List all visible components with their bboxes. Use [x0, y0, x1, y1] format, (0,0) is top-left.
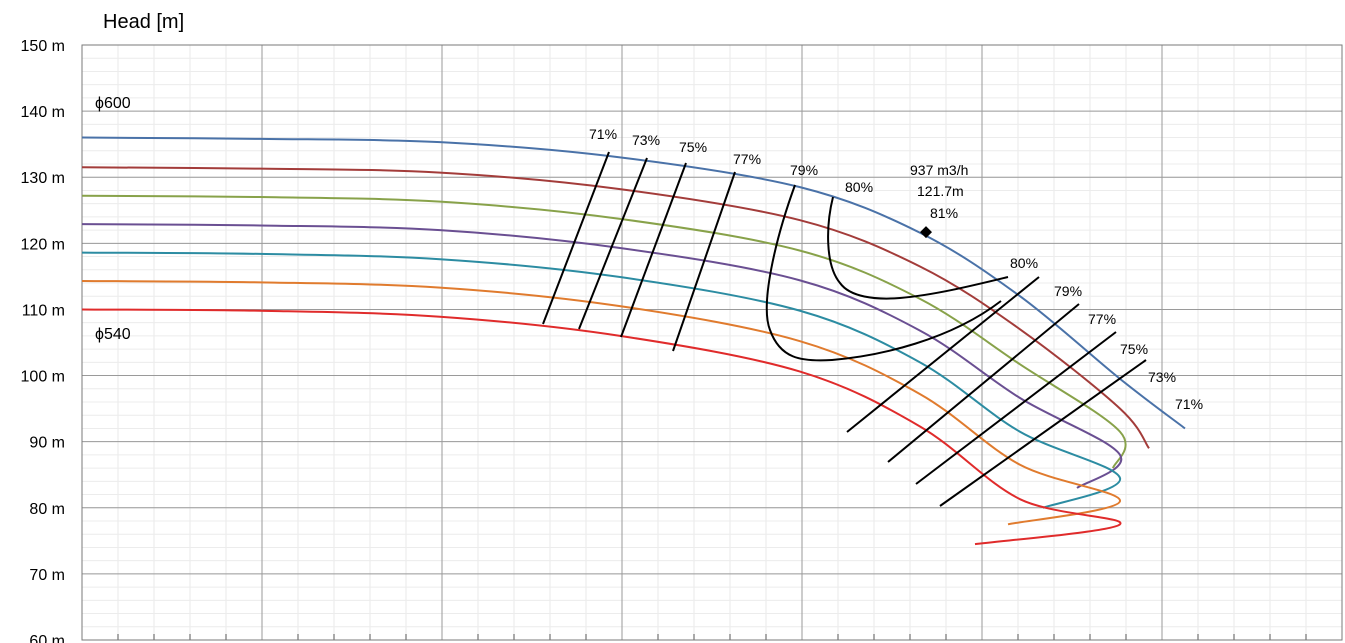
bep-efficiency-label: 81% — [930, 205, 958, 221]
efficiency-label: 79% — [1054, 283, 1082, 299]
efficiency-label: 77% — [733, 151, 761, 167]
efficiency-line — [542, 151, 610, 325]
efficiency-line-79 — [765, 184, 1002, 362]
diameter-label-max: ϕ600 — [95, 95, 131, 112]
efficiency-label: 75% — [679, 139, 707, 155]
head-curve-4 — [81, 223, 1123, 489]
efficiency-label: 75% — [1120, 341, 1148, 357]
efficiency-label: 71% — [1175, 396, 1203, 412]
efficiency-line — [672, 171, 736, 352]
bep-head-label: 121.7m — [917, 183, 964, 199]
efficiency-label: 80% — [845, 179, 873, 195]
efficiency-label: 73% — [1148, 369, 1176, 385]
grid: 60 m 70 m 80 m 90 m 100 m 110 m 120 m 130 m 140 … — [21, 38, 1343, 643]
y-tick-label: 150 m — [21, 38, 65, 55]
diameter-label-min: ϕ540 — [95, 326, 131, 343]
y-tick-label: 70 m — [29, 567, 65, 584]
head-curves — [81, 136, 1186, 546]
bep-marker — [920, 226, 932, 239]
efficiency-line-80 — [827, 196, 1009, 300]
y-tick-label: 110 m — [22, 302, 65, 319]
efficiency-label: 80% — [1010, 255, 1038, 271]
efficiency-line — [915, 331, 1117, 485]
head-curve-3 — [81, 194, 1127, 469]
head-curve-7 — [81, 308, 1122, 546]
head-curve-6 — [81, 280, 1121, 526]
efficiency-label: 77% — [1088, 311, 1116, 327]
efficiency-line — [846, 276, 1040, 433]
y-tick-label: 100 m — [21, 369, 65, 386]
y-axis-label: Head [m] — [103, 11, 184, 33]
y-tick-label: 80 m — [29, 501, 65, 518]
efficiency-line — [578, 157, 648, 330]
y-tick-label: 140 m — [21, 104, 65, 121]
efficiency-line — [939, 359, 1147, 507]
y-tick-label: 130 m — [21, 170, 65, 187]
efficiency-lines — [542, 151, 1147, 507]
efficiency-line — [887, 303, 1080, 463]
efficiency-line — [620, 162, 687, 338]
head-curve-5 — [81, 251, 1121, 509]
head-curve-1 — [81, 136, 1186, 430]
y-tick-label: 120 m — [21, 236, 65, 253]
y-tick-label: 90 m — [29, 435, 65, 452]
y-tick-label: 60 m — [29, 633, 65, 643]
head-curve-2 — [81, 166, 1150, 449]
bep-flow-label: 937 m3/h — [910, 162, 968, 178]
efficiency-label: 73% — [632, 132, 660, 148]
efficiency-label: 71% — [589, 126, 617, 142]
efficiency-label: 79% — [790, 162, 818, 178]
plot-border — [81, 44, 1343, 641]
